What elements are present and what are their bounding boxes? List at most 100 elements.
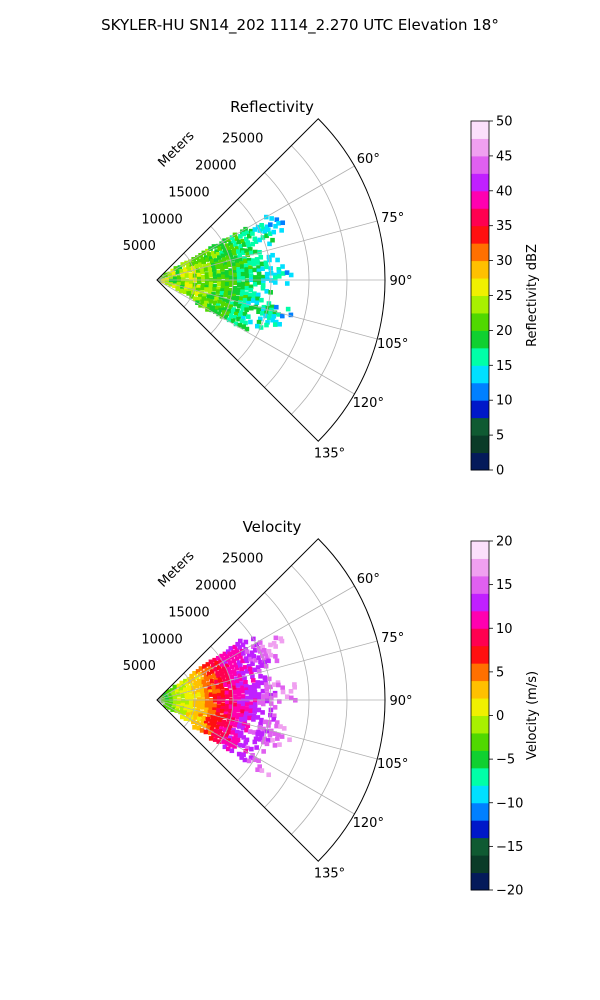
data-cell [216,281,222,287]
data-cell [267,241,272,247]
data-cell [208,689,213,694]
data-cell [213,309,218,314]
data-cell [219,263,225,269]
data-cell [236,691,242,697]
colorbar-tick-label: 15 [496,578,513,593]
colorbar-tick-label: −10 [496,796,523,811]
data-cell [217,677,223,682]
data-cell [259,297,264,303]
data-cell [209,307,215,313]
colorbar-segment [471,417,489,436]
data-cell [216,270,222,275]
data-cell [236,239,241,245]
data-cell [211,267,217,272]
data-cell [214,679,219,685]
data-cell [231,293,236,299]
data-cell [184,278,190,284]
data-cell [163,703,168,709]
data-cell [234,311,239,317]
data-cell [176,282,182,287]
colorbar-tick-label: 20 [496,324,513,339]
data-cell [244,649,250,655]
data-cell [200,676,205,682]
data-cell [213,728,218,734]
data-cell [228,689,234,695]
data-cell [226,298,231,304]
data-cell [212,287,217,292]
data-cell [258,316,263,322]
azimuth-tick-label: 135° [314,867,345,882]
data-cell [257,764,262,769]
colorbar-segment [471,260,489,279]
data-cell [243,665,248,670]
data-cell [206,681,212,687]
colorbar-segment [471,715,489,734]
data-cell [175,688,180,694]
data-cell [196,704,202,709]
data-cell [163,692,168,697]
data-cell [271,229,277,235]
data-cell [207,709,213,715]
data-cell [164,696,170,701]
colorbar-segment [471,593,489,612]
data-cell [237,742,243,748]
data-cell [261,307,266,312]
data-cell [220,702,226,708]
data-cell [212,689,218,695]
data-cell [256,758,261,764]
azimuth-tick-label: 105° [377,757,408,772]
data-cell [227,290,233,296]
data-cell [236,316,241,322]
data-cell [239,318,245,324]
data-cell [253,239,259,244]
data-cell [227,735,233,741]
data-cell [245,745,250,751]
data-cell [246,314,251,319]
data-cell [259,680,265,686]
data-cell [220,280,226,285]
data-cell [256,683,261,689]
data-cell [244,658,250,664]
data-cell [204,688,209,693]
data-cell [244,248,249,254]
data-cell [262,675,268,680]
data-cell [264,322,269,328]
data-cell [267,732,273,738]
data-cell [255,260,261,265]
radial-tick-label: 10000 [141,212,182,227]
data-cell [243,263,249,269]
data-cell [251,683,257,688]
data-cell [241,301,247,307]
data-cell [259,261,265,267]
colorbar-segment [471,312,489,331]
data-cell [264,686,270,692]
data-cell [240,229,245,235]
data-cell [234,258,240,264]
data-cell [224,690,230,696]
data-cell [195,287,201,293]
data-cell [208,736,214,741]
data-cell [177,265,183,270]
data-cell [217,299,222,305]
colorbar-segment [471,558,489,577]
data-cell [224,289,229,294]
data-cell [207,303,212,309]
data-cell [248,247,253,252]
data-cell [183,687,188,693]
data-cell [270,738,275,743]
data-cell [206,671,212,677]
data-cell [219,653,224,659]
data-cell [250,231,255,236]
data-cell [245,230,250,236]
data-cell [244,727,249,733]
data-cell [276,273,282,279]
data-cell [244,285,250,291]
data-cell [247,715,252,721]
data-cell [222,727,228,733]
data-cell [230,717,236,723]
data-cell [180,262,186,267]
colorbar-segment [471,767,489,786]
data-cell [236,670,242,676]
colorbar-segment [471,855,489,874]
data-cell [176,275,182,280]
